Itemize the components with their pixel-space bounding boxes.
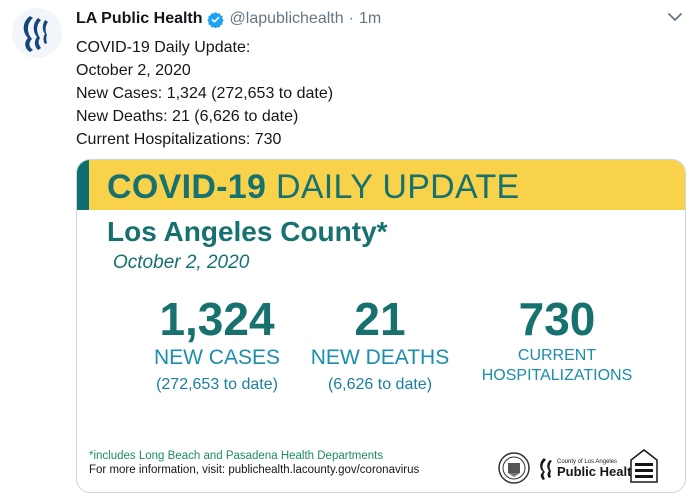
separator-dot: · <box>348 10 354 27</box>
stat-new-cases: 1,324 NEW CASES (272,653 to date) <box>107 292 327 396</box>
media-card[interactable]: COVID-19 DAILY UPDATE Los Angeles County… <box>76 159 686 493</box>
tweet-text: COVID-19 Daily Update: October 2, 2020 N… <box>76 36 333 151</box>
account-name[interactable]: LA Public Health <box>76 10 203 27</box>
stat-to-date: (272,653 to date) <box>156 376 278 393</box>
la-public-health-logo-icon <box>12 8 62 58</box>
stat-value: 21 <box>354 293 406 345</box>
tweet-line: Current Hospitalizations: 730 <box>76 131 282 148</box>
stat-new-deaths: 21 NEW DEATHS (6,626 to date) <box>295 292 465 396</box>
tweet-line: COVID-19 Daily Update: <box>76 39 251 56</box>
tweet-time[interactable]: 1m <box>358 10 382 27</box>
stat-label: NEW DEATHS <box>310 346 450 369</box>
account-handle[interactable]: @lapublichealth <box>229 10 344 27</box>
stat-hospitalizations: 730 CURRENT HOSPITALIZATIONS <box>467 292 647 386</box>
stat-label: NEW CASES <box>153 346 281 369</box>
public-health-mark-icon <box>540 458 552 480</box>
logo-small-text: County of Los Angeles <box>557 458 618 465</box>
public-health-logo: County of Los Angeles Public Health <box>537 454 639 482</box>
stat-label-line2: HOSPITALIZATIONS <box>481 367 633 384</box>
avatar[interactable] <box>12 8 62 58</box>
card-title-light: DAILY UPDATE <box>275 168 520 206</box>
banner-stripe <box>77 160 89 210</box>
card-banner: COVID-19 DAILY UPDATE <box>77 160 685 210</box>
card-title-bold: COVID-19 <box>107 168 267 206</box>
card-more-info: For more information, visit: publichealt… <box>89 464 420 476</box>
tweet-line: New Cases: 1,324 (272,653 to date) <box>76 85 334 102</box>
stat-value: 730 <box>518 293 596 345</box>
county-heading: Los Angeles County* <box>107 216 388 247</box>
county-seal-icon <box>498 452 530 484</box>
verified-badge-icon <box>206 11 224 28</box>
tweet-line: New Deaths: 21 (6,626 to date) <box>76 108 299 125</box>
tweet-line: October 2, 2020 <box>76 62 191 79</box>
stat-to-date: (6,626 to date) <box>327 376 433 393</box>
card-title: COVID-19 DAILY UPDATE <box>107 168 520 207</box>
stat-value: 1,324 <box>159 293 275 345</box>
card-date: October 2, 2020 <box>113 252 250 273</box>
stay-safe-badge-icon <box>629 448 659 484</box>
chevron-down-icon[interactable] <box>666 10 684 24</box>
stat-label-line1: CURRENT <box>517 347 597 364</box>
card-footnote: *includes Long Beach and Pasadena Health… <box>89 450 384 462</box>
logo-big-text: Public Health <box>557 463 640 479</box>
tweet-header: LA Public Health @lapublichealth · 1m <box>76 9 381 29</box>
